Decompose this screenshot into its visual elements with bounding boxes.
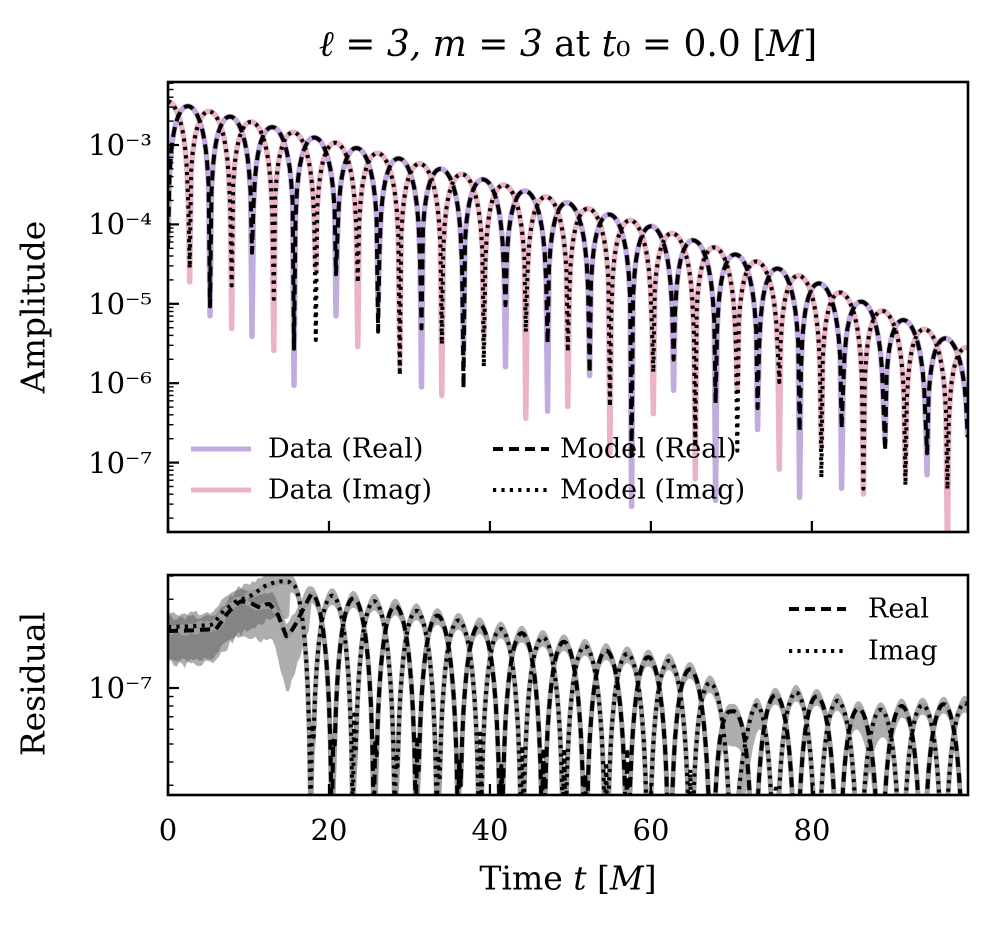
- x-tick-label: 0: [158, 813, 178, 847]
- label-part: [: [586, 858, 610, 898]
- amplitude-panel: [168, 98, 968, 532]
- y-axis-label-residual: Residual: [13, 611, 53, 757]
- axes-spines: [166, 80, 970, 534]
- label-part: at: [542, 24, 602, 65]
- label-part: = 0.0 [: [630, 24, 767, 65]
- label-part: t: [601, 24, 617, 65]
- legend-label-imag: Imag: [868, 635, 938, 667]
- residual-panel: [168, 575, 968, 795]
- y-axis-label-amplitude: Amplitude: [13, 220, 53, 394]
- x-tick-label: 40: [471, 813, 509, 847]
- label-part: M: [766, 24, 804, 65]
- legend-label-model-real: Model (Real): [560, 433, 737, 465]
- x-tick-label: 60: [632, 813, 670, 847]
- y-tick-label: 10⁻³: [88, 128, 152, 162]
- axes-spines: [166, 573, 970, 797]
- y-tick-label: 10⁻⁷: [88, 671, 152, 705]
- y-tick-label: 10⁻⁴: [88, 207, 152, 241]
- label-part: ]: [643, 858, 657, 898]
- label-part: Time: [479, 858, 574, 898]
- legend-label-data-real: Data (Real): [268, 433, 424, 465]
- legend-label-data-imag: Data (Imag): [268, 474, 432, 506]
- label-part: t: [573, 858, 587, 898]
- series-model-real: [168, 104, 968, 461]
- x-tick-label: 80: [793, 813, 831, 847]
- residual-data-imag: [168, 578, 968, 795]
- label-part: ]: [803, 24, 818, 65]
- label-part: ₀: [616, 24, 631, 65]
- x-tick-label: 20: [310, 813, 348, 847]
- residual-model-real: [168, 591, 963, 795]
- label-part: M: [609, 858, 644, 898]
- legend-label-model-imag: Model (Imag): [560, 474, 746, 506]
- series-model-imag: [168, 99, 968, 492]
- label-part: ℓ = 3, m = 3: [318, 24, 543, 65]
- y-tick-label: 10⁻⁷: [88, 446, 152, 480]
- y-tick-label: 10⁻⁶: [88, 366, 152, 400]
- y-tick-label: 10⁻⁵: [88, 287, 152, 321]
- plot-title: ℓ = 3, m = 3 at t₀ = 0.0 [M]: [168, 23, 968, 65]
- legend-label-real: Real: [868, 593, 930, 625]
- x-axis-label: Time t [M]: [479, 859, 656, 898]
